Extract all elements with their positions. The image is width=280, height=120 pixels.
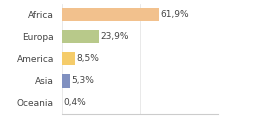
Bar [62, 52, 75, 65]
Bar [62, 8, 159, 21]
Text: 0,4%: 0,4% [64, 98, 86, 108]
Text: 5,3%: 5,3% [71, 76, 94, 85]
Text: 23,9%: 23,9% [100, 32, 129, 41]
Bar [62, 30, 99, 43]
Text: 61,9%: 61,9% [160, 10, 188, 19]
Bar [62, 74, 70, 87]
Text: 8,5%: 8,5% [76, 54, 99, 63]
